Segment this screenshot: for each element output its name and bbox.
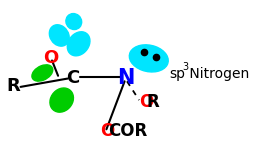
Ellipse shape: [129, 45, 168, 72]
Text: Nitrogen: Nitrogen: [185, 67, 249, 81]
Text: R: R: [6, 77, 20, 95]
Text: C: C: [66, 69, 79, 87]
Ellipse shape: [66, 14, 82, 30]
Ellipse shape: [67, 32, 90, 56]
Ellipse shape: [32, 65, 53, 81]
Text: O: O: [43, 49, 59, 67]
Text: O: O: [100, 122, 115, 140]
Ellipse shape: [49, 25, 69, 46]
Text: sp: sp: [169, 67, 185, 81]
Text: N: N: [117, 68, 134, 88]
Text: R: R: [146, 93, 159, 111]
Text: O: O: [139, 93, 153, 111]
Text: 3: 3: [182, 62, 188, 72]
Text: COR: COR: [108, 122, 147, 140]
Ellipse shape: [50, 88, 74, 112]
